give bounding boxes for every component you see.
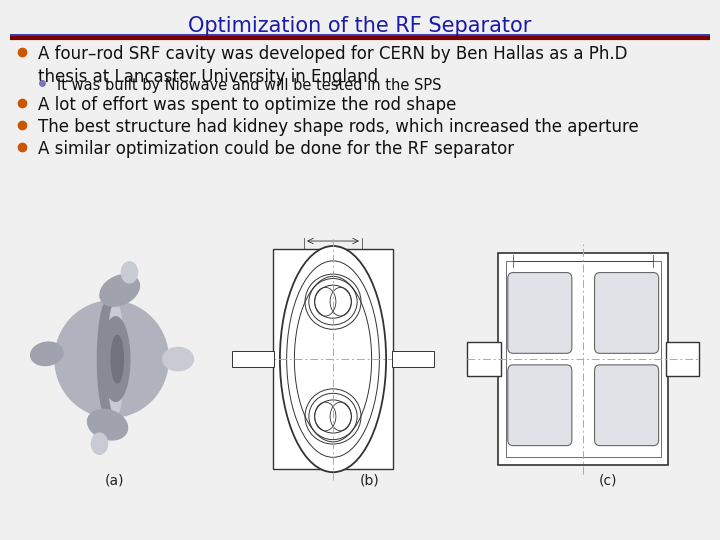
- FancyBboxPatch shape: [595, 273, 659, 353]
- Text: (a): (a): [105, 474, 125, 488]
- FancyBboxPatch shape: [508, 365, 572, 446]
- Bar: [273, 249, 393, 469]
- Text: A four–rod SRF cavity was developed for CERN by Ben Hallas as a Ph.D
thesis at L: A four–rod SRF cavity was developed for …: [38, 45, 628, 86]
- Ellipse shape: [97, 301, 117, 417]
- Text: A lot of effort was spent to optimize the rod shape: A lot of effort was spent to optimize th…: [38, 96, 456, 114]
- Ellipse shape: [163, 347, 194, 371]
- Bar: [232, 352, 274, 367]
- Ellipse shape: [88, 409, 127, 440]
- Ellipse shape: [102, 317, 130, 401]
- Text: The best structure had kidney shape rods, which increased the aperture: The best structure had kidney shape rods…: [38, 118, 639, 136]
- Bar: [467, 342, 500, 376]
- Ellipse shape: [100, 274, 140, 306]
- Text: (c): (c): [599, 474, 617, 488]
- Bar: [498, 253, 668, 465]
- Text: Optimization of the RF Separator: Optimization of the RF Separator: [189, 16, 531, 36]
- FancyBboxPatch shape: [595, 365, 659, 446]
- Ellipse shape: [31, 342, 63, 366]
- Ellipse shape: [122, 262, 138, 283]
- Text: A similar optimization could be done for the RF separator: A similar optimization could be done for…: [38, 140, 514, 158]
- Ellipse shape: [55, 301, 168, 417]
- Ellipse shape: [111, 335, 123, 383]
- Ellipse shape: [107, 302, 124, 416]
- Text: (b): (b): [360, 474, 380, 488]
- Ellipse shape: [280, 246, 386, 472]
- Bar: [505, 261, 661, 457]
- FancyBboxPatch shape: [508, 273, 572, 353]
- Text: It was built by Niowave and will be tested in the SPS: It was built by Niowave and will be test…: [57, 78, 441, 93]
- Bar: [392, 352, 434, 367]
- Ellipse shape: [91, 433, 107, 454]
- Bar: [666, 342, 699, 376]
